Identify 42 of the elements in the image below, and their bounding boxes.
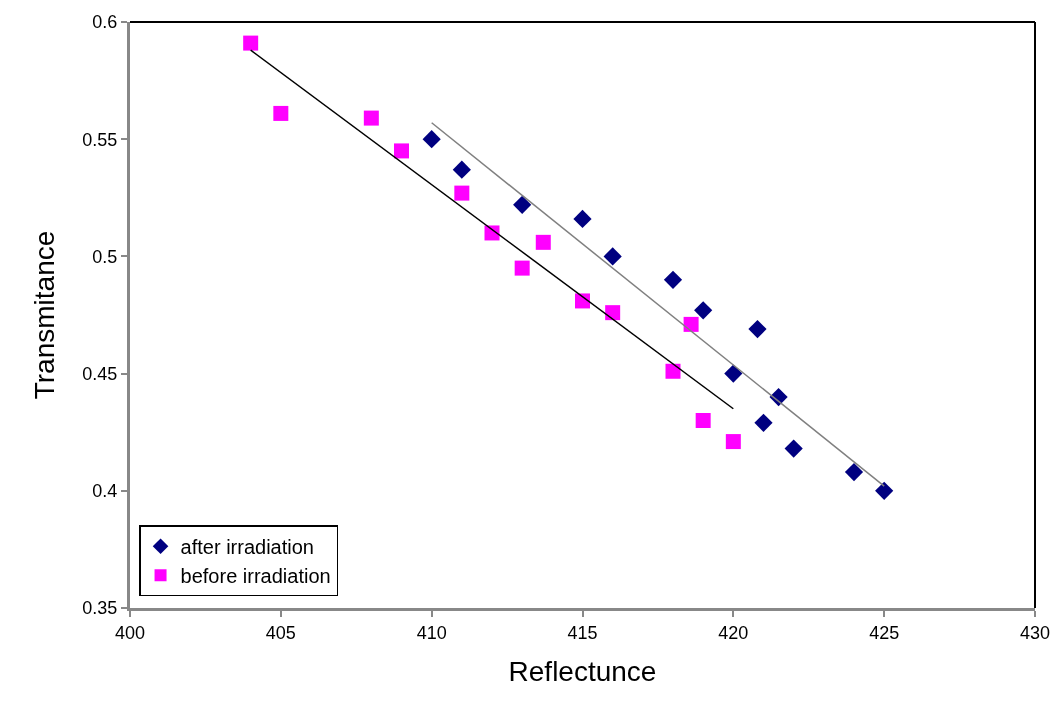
x-tick-label: 415 xyxy=(567,622,598,643)
point xyxy=(273,105,289,121)
point xyxy=(724,364,743,383)
point xyxy=(844,462,864,482)
point xyxy=(535,234,551,250)
y-tick-label: 0.35 xyxy=(82,598,118,619)
x-tick-label: 405 xyxy=(265,622,296,643)
point xyxy=(725,434,741,450)
x-axis-title: Reflectunce xyxy=(508,655,657,687)
y-tick-label: 0.6 xyxy=(92,12,118,33)
x-tick-label: 430 xyxy=(1019,622,1051,643)
point xyxy=(665,363,681,379)
x-tick-label: 400 xyxy=(114,622,146,643)
point xyxy=(514,260,530,276)
point xyxy=(605,305,621,321)
point xyxy=(875,481,894,500)
point xyxy=(513,195,532,214)
point xyxy=(243,35,259,51)
point xyxy=(603,247,622,266)
x-tick-label: 420 xyxy=(718,622,749,643)
point xyxy=(363,110,379,126)
x-tick-label: 410 xyxy=(416,622,447,643)
x-tick-label: 425 xyxy=(869,622,900,643)
legend-label: before irradiation xyxy=(180,565,331,588)
y-tick-label: 0.45 xyxy=(82,363,118,384)
point xyxy=(663,270,683,289)
point xyxy=(694,301,713,320)
point xyxy=(683,316,699,332)
point xyxy=(754,413,773,432)
y-tick-label: 0.4 xyxy=(92,481,118,502)
point xyxy=(695,412,711,428)
point xyxy=(454,185,470,201)
y-axis-title: Transmitance xyxy=(29,230,61,400)
point xyxy=(422,130,441,149)
legend-label: after irradiation xyxy=(180,536,314,559)
point xyxy=(573,209,592,228)
y-tick-label: 0.5 xyxy=(92,246,118,267)
point xyxy=(748,319,767,339)
point xyxy=(394,143,409,159)
point xyxy=(784,439,803,458)
y-tick-label: 0.55 xyxy=(82,129,118,150)
point xyxy=(452,160,471,179)
